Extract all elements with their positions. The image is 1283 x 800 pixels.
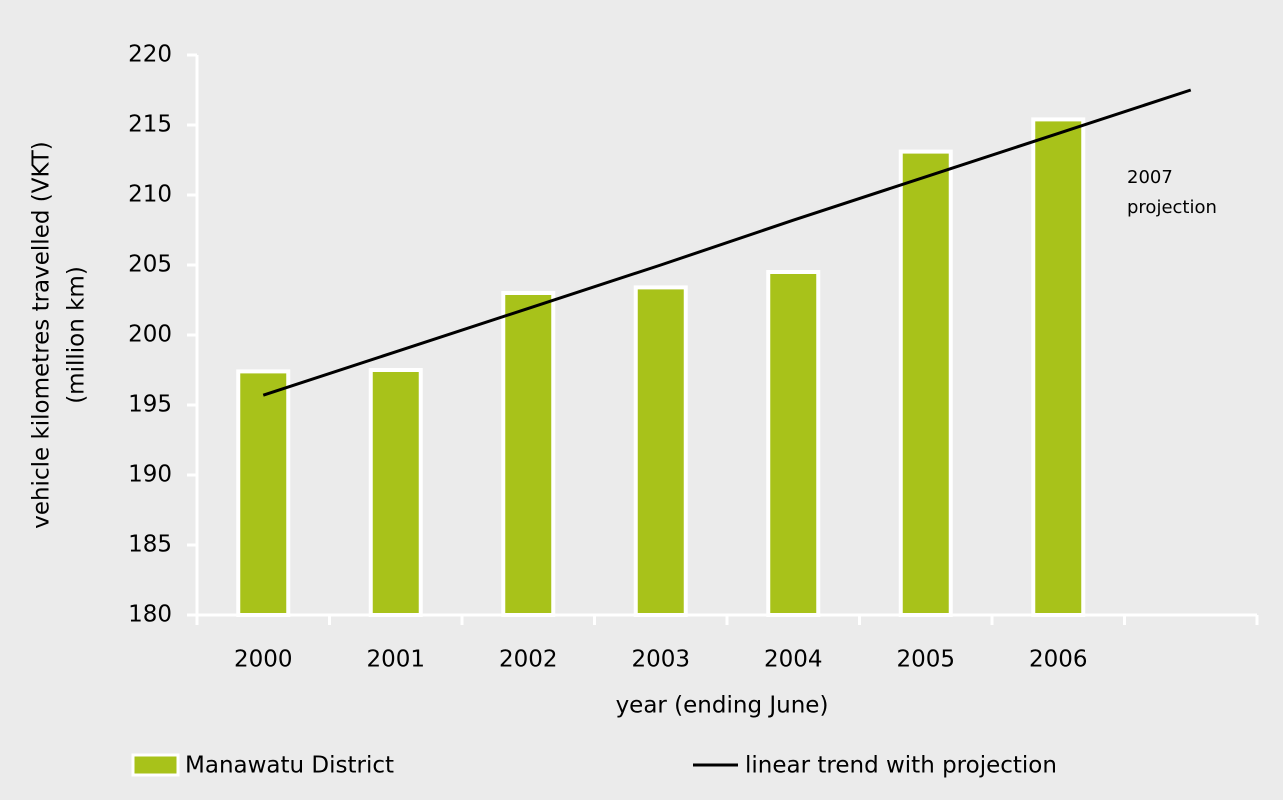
- y-axis-label: vehicle kilometres travelled (VKT): [29, 141, 55, 529]
- bar: [236, 369, 291, 617]
- annotation: 2007: [1127, 167, 1173, 188]
- bar: [1031, 117, 1086, 618]
- bar: [766, 270, 821, 617]
- bar: [898, 149, 953, 617]
- x-tick-label: 2000: [234, 647, 293, 673]
- legend-label: Manawatu District: [185, 753, 394, 779]
- x-axis-label: year (ending June): [616, 693, 829, 719]
- y-tick-label: 210: [128, 182, 172, 208]
- y-tick-label: 200: [128, 322, 172, 348]
- x-tick-label: 2001: [366, 647, 425, 673]
- x-tick-label: 2005: [896, 647, 955, 673]
- y-tick-label: 195: [128, 392, 172, 418]
- y-tick-label: 205: [128, 252, 172, 278]
- y-tick-label: 180: [128, 602, 172, 628]
- bar: [368, 368, 423, 617]
- annotation: projection: [1127, 197, 1217, 218]
- y-tick-label: 190: [128, 462, 172, 488]
- x-tick-label: 2002: [499, 647, 558, 673]
- bar: [501, 291, 556, 617]
- y-axis-label: (million km): [64, 266, 90, 404]
- y-tick-label: 215: [128, 112, 172, 138]
- legend-swatch: [131, 753, 180, 777]
- x-tick-label: 2003: [631, 647, 690, 673]
- legend-label: linear trend with projection: [745, 753, 1057, 779]
- x-tick-label: 2006: [1029, 647, 1088, 673]
- trend-line: [262, 88, 1192, 397]
- bar: [633, 285, 688, 617]
- x-tick-label: 2004: [764, 647, 823, 673]
- y-tick-label: 220: [128, 42, 172, 68]
- y-tick-label: 185: [128, 532, 172, 558]
